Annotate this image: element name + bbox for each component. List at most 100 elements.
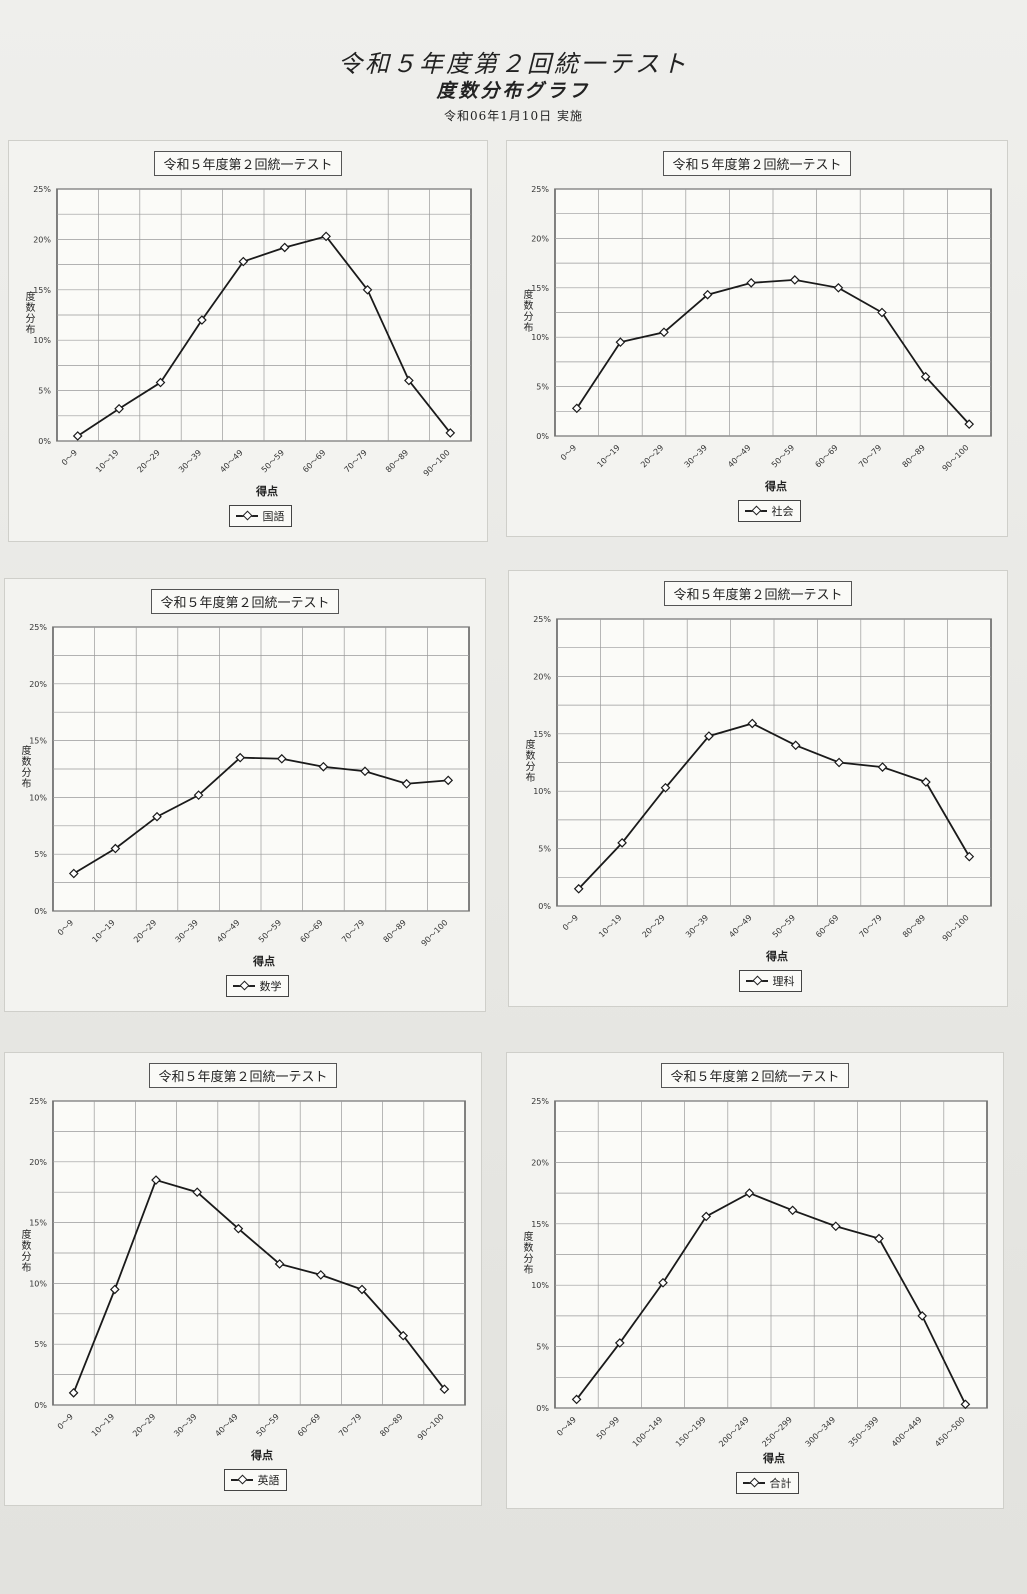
y-tick-label: 15% <box>33 286 51 295</box>
y-tick-label: 15% <box>29 1219 47 1228</box>
exam-date: 令和06年1月10日 実施 <box>444 109 583 123</box>
data-point-marker <box>877 307 887 318</box>
data-point-marker <box>790 740 801 751</box>
y-tick-label: 20% <box>531 1158 549 1167</box>
x-tick-label: 10～19 <box>597 913 623 939</box>
y-tick-label: 15% <box>531 1220 549 1229</box>
legend-entry: 数学 <box>259 980 282 993</box>
y-tick-label: 25% <box>531 185 549 194</box>
x-tick-label: 70～79 <box>857 913 883 939</box>
series-line <box>73 756 449 875</box>
data-point-marker <box>443 775 454 786</box>
x-tick-label: 50～99 <box>595 1415 621 1441</box>
y-tick-label: 20% <box>533 672 551 681</box>
x-tick-label: 40～49 <box>213 1412 239 1438</box>
legend: 理科 <box>738 970 802 992</box>
legend-entry: 英語 <box>257 1474 280 1487</box>
data-point-marker <box>660 782 671 793</box>
data-point-marker <box>318 761 329 772</box>
y-tick-label: 25% <box>29 1097 47 1106</box>
y-tick-label: 10% <box>33 336 51 345</box>
y-tick-label: 5% <box>536 383 549 392</box>
data-point-marker <box>276 753 287 764</box>
x-tick-label: 300～349 <box>804 1415 838 1449</box>
x-tick-label: 80～89 <box>378 1412 404 1438</box>
data-point-marker <box>744 1188 755 1198</box>
document-title: 令和５年度第２回統一テスト <box>338 50 689 78</box>
data-point-marker <box>357 1284 367 1295</box>
data-point-marker <box>279 242 290 253</box>
chart-title: 令和５年度第２回統一テスト <box>149 1063 337 1088</box>
x-axis-label: 得点 <box>763 1452 785 1465</box>
x-tick-label: 30～39 <box>684 913 710 939</box>
legend-entry: 社会 <box>771 505 794 518</box>
data-point-marker <box>110 843 121 854</box>
line-chart-svg: 0% 5% 10% 15% 20% 25% 0～9 10～19 20～29 30～39 40～49 5… <box>29 1097 466 1442</box>
line-chart-svg: 0% 5% 10% 15% 20% 25% 0～9 10～19 20～29 30～39 40～49 5… <box>533 615 992 943</box>
data-point-marker <box>192 1187 203 1198</box>
legend-line-swatch <box>235 515 258 517</box>
data-point-marker <box>747 718 758 729</box>
chart-panel-6: 令和５年度第２回統一テスト 0% 5% 10% 15% 20% 25% 0～49 50～99 10… <box>506 1052 1004 1509</box>
x-tick-label: 90～100 <box>416 1412 446 1442</box>
series-line <box>77 235 452 437</box>
y-tick-label: 20% <box>29 680 47 689</box>
data-point-marker <box>439 1384 450 1395</box>
data-point-marker <box>571 403 582 414</box>
x-tick-label: 90～100 <box>422 448 452 478</box>
chart-title: 令和５年度第２回統一テスト <box>663 151 851 176</box>
chart-title: 令和５年度第２回統一テスト <box>661 1063 849 1088</box>
chart-panel-4: 令和５年度第２回統一テスト 0% 5% 10% 15% 20% 25% 0～9 10～19 20～… <box>508 570 1008 1007</box>
legend: 合計 <box>735 1472 799 1494</box>
y-tick-label: 10% <box>531 333 549 342</box>
series-line <box>575 1192 967 1405</box>
x-tick-label: 40～49 <box>727 913 753 939</box>
data-point-marker <box>238 256 249 267</box>
y-tick-label: 25% <box>33 185 51 194</box>
data-point-marker <box>404 375 414 386</box>
data-point-marker <box>704 731 714 741</box>
chart-panel-5: 令和５年度第２回統一テスト 0% 5% 10% 15% 20% 25% 0～9 10～19 20～… <box>4 1052 482 1506</box>
data-point-marker <box>877 762 888 772</box>
x-tick-label: 30～39 <box>683 443 709 469</box>
x-tick-label: 80～89 <box>901 443 927 469</box>
x-tick-label: 60～69 <box>301 448 327 474</box>
line-chart-svg: 0% 5% 10% 15% 20% 25% 0～9 10～19 20～29 30～39 40～49 5… <box>33 185 472 478</box>
data-point-marker <box>401 778 412 789</box>
x-tick-label: 10～19 <box>94 448 120 474</box>
x-tick-label: 70～79 <box>342 448 368 474</box>
data-point-marker <box>109 1284 120 1295</box>
data-point-marker <box>233 1223 244 1234</box>
x-tick-label: 20～29 <box>135 448 161 474</box>
x-tick-label: 60～69 <box>298 918 324 944</box>
y-tick-label: 25% <box>29 623 47 632</box>
x-tick-label: 70～79 <box>337 1412 363 1438</box>
data-point-marker <box>197 315 207 325</box>
x-tick-label: 20～29 <box>640 913 666 939</box>
data-point-marker <box>68 868 79 879</box>
y-axis-label: 度数分布 <box>23 291 34 335</box>
series-line <box>578 722 971 890</box>
data-point-marker <box>68 1387 79 1398</box>
data-point-marker <box>833 282 844 293</box>
y-tick-label: 0% <box>34 1401 47 1410</box>
y-tick-label: 20% <box>29 1158 47 1167</box>
y-tick-label: 0% <box>536 1404 549 1413</box>
data-point-marker <box>964 851 975 862</box>
data-point-marker <box>152 811 162 822</box>
data-point-marker <box>573 883 584 894</box>
data-point-marker <box>917 1311 928 1321</box>
x-axis-label: 得点 <box>765 480 787 493</box>
y-tick-label: 10% <box>533 787 551 796</box>
data-point-marker <box>72 431 83 441</box>
legend: 英語 <box>223 1469 287 1491</box>
x-tick-label: 0～49 <box>555 1415 578 1438</box>
legend: 数学 <box>225 975 289 997</box>
y-axis-label: 度数分布 <box>523 738 534 783</box>
y-tick-label: 15% <box>533 730 551 739</box>
document-subtitle: 度数分布グラフ <box>436 80 591 102</box>
x-tick-label: 80～89 <box>384 448 410 474</box>
y-tick-label: 0% <box>538 902 551 911</box>
legend-line-swatch <box>745 980 768 982</box>
data-point-marker <box>193 790 204 800</box>
